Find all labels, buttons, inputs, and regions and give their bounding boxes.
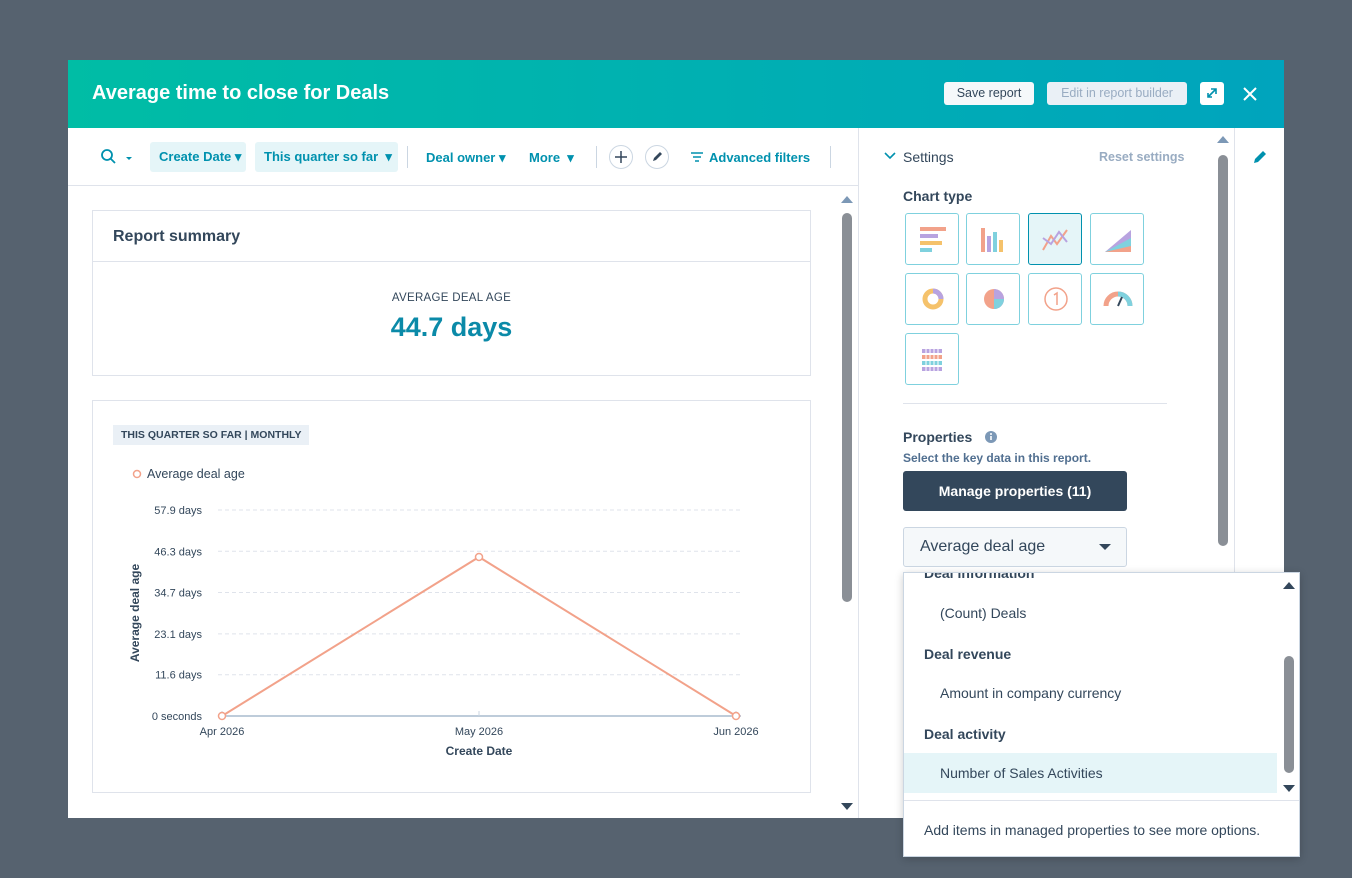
filter-bar — [68, 128, 858, 186]
chart-type-option[interactable] — [966, 213, 1020, 265]
chart-type-option[interactable] — [1090, 213, 1144, 265]
y-tick-label: 23.1 days — [154, 629, 202, 641]
expand-button[interactable] — [1200, 82, 1224, 105]
menu-footer: Add items in managed properties to see m… — [924, 822, 1261, 838]
y-tick-label: 34.7 days — [154, 588, 202, 600]
modal-header: Average time to close for Deals Save rep… — [68, 60, 1284, 128]
line-chart: 0 seconds 11.6 days 23.1 days 34.7 days 46.3… — [128, 467, 759, 758]
divider — [596, 146, 597, 168]
menu-item[interactable]: Amount in company currency — [940, 685, 1122, 701]
modal-title: Average time to close for Deals — [92, 82, 390, 104]
metric-label: AVERAGE DEAL AGE — [391, 292, 512, 304]
save-button[interactable]: Save report — [944, 82, 1034, 105]
menu-item[interactable]: Number of Sales Activities — [904, 753, 1277, 793]
y-tick-label: 11.6 days — [155, 670, 202, 682]
edit-icon[interactable] — [1252, 149, 1268, 165]
scrollbar[interactable] — [1282, 577, 1296, 799]
scrollbar[interactable] — [840, 192, 854, 816]
filter-text: More — [529, 150, 561, 165]
chart-type-option[interactable] — [905, 213, 959, 265]
chevron — [884, 152, 896, 160]
search-button[interactable] — [100, 148, 136, 166]
divider — [903, 403, 1167, 404]
chart-type-option[interactable] — [905, 333, 959, 385]
divider — [830, 146, 831, 168]
property-select[interactable]: Average deal age — [903, 527, 1127, 567]
chart-type-option[interactable] — [966, 273, 1020, 325]
summary-card: Report summary AVERAGE DEAL AGE 44.7 day… — [92, 210, 811, 376]
point — [217, 711, 227, 721]
info-icon[interactable] — [985, 431, 997, 443]
chart-type-option[interactable] — [1090, 273, 1144, 325]
x-tick-label: Jun 2026 — [713, 726, 758, 738]
divider — [858, 128, 859, 818]
scrollbar[interactable] — [1216, 132, 1230, 550]
y-tick-label: 0 seconds — [152, 711, 203, 723]
series-line — [221, 555, 737, 717]
reset-link[interactable]: Reset settings — [1099, 150, 1185, 164]
divider — [407, 146, 408, 168]
filter-text: Deal owner — [426, 150, 496, 165]
menu-item[interactable]: (Count) Deals — [940, 605, 1027, 621]
chart-type-option[interactable] — [905, 273, 959, 325]
divider — [904, 800, 1299, 801]
advanced-filters[interactable]: Advanced filters — [709, 150, 811, 165]
x-tick-label: May 2026 — [455, 726, 503, 738]
x-tick-label: Apr 2026 — [200, 726, 245, 738]
filter-text: This quarter so far — [264, 149, 379, 164]
close-button[interactable] — [1242, 86, 1258, 102]
settings-title[interactable]: Settings — [903, 149, 954, 165]
filter-link[interactable]: Deal owner ▾ — [426, 150, 506, 165]
y-tick-label: 57.9 days — [154, 505, 202, 517]
report-modal: Average time to close for Deals Save rep… — [68, 60, 1284, 818]
metric-value: 44.7 days — [390, 312, 513, 342]
edit-button[interactable]: Edit in report builder — [1047, 82, 1187, 105]
group-label: Deal revenue — [924, 646, 1012, 662]
filter-text: Create Date — [159, 149, 232, 164]
divider — [93, 261, 810, 262]
y-axis-title: Average deal age — [128, 564, 142, 663]
card-title: Report summary — [113, 228, 241, 245]
filter-icon — [691, 152, 703, 162]
group-label: Deal activity — [924, 726, 1006, 742]
chart-type-option[interactable] — [1028, 213, 1082, 265]
legend-marker — [132, 469, 142, 479]
point — [474, 552, 484, 562]
point — [731, 711, 741, 721]
x-axis-title: Create Date — [446, 744, 513, 758]
group-label: Deal information — [924, 572, 1035, 581]
section-label: Properties — [903, 429, 973, 445]
manage-button[interactable]: Manage properties (11) — [903, 471, 1127, 511]
chart-type-option[interactable] — [1028, 273, 1082, 325]
filter-link[interactable]: More ▾ — [529, 150, 574, 165]
icon-buttons[interactable] — [608, 144, 670, 170]
filter-chip[interactable]: This quarter so far ▾ — [255, 142, 398, 172]
chart-card: THIS QUARTER SO FAR | MONTHLY 0 seconds 1… — [92, 400, 811, 793]
y-tick-label: 46.3 days — [154, 546, 202, 558]
property-menu: Deal information (Count) Deals Deal reve… — [903, 572, 1300, 857]
legend-label: Average deal age — [147, 467, 245, 481]
chart-tag: THIS QUARTER SO FAR | MONTHLY — [113, 425, 310, 445]
section-label: Chart type — [903, 188, 973, 204]
hint: Select the key data in this report. — [903, 451, 1092, 465]
divider — [1234, 128, 1235, 818]
select-text: Average deal age — [920, 538, 1046, 555]
filter-chip[interactable]: Create Date ▾ — [150, 142, 246, 172]
